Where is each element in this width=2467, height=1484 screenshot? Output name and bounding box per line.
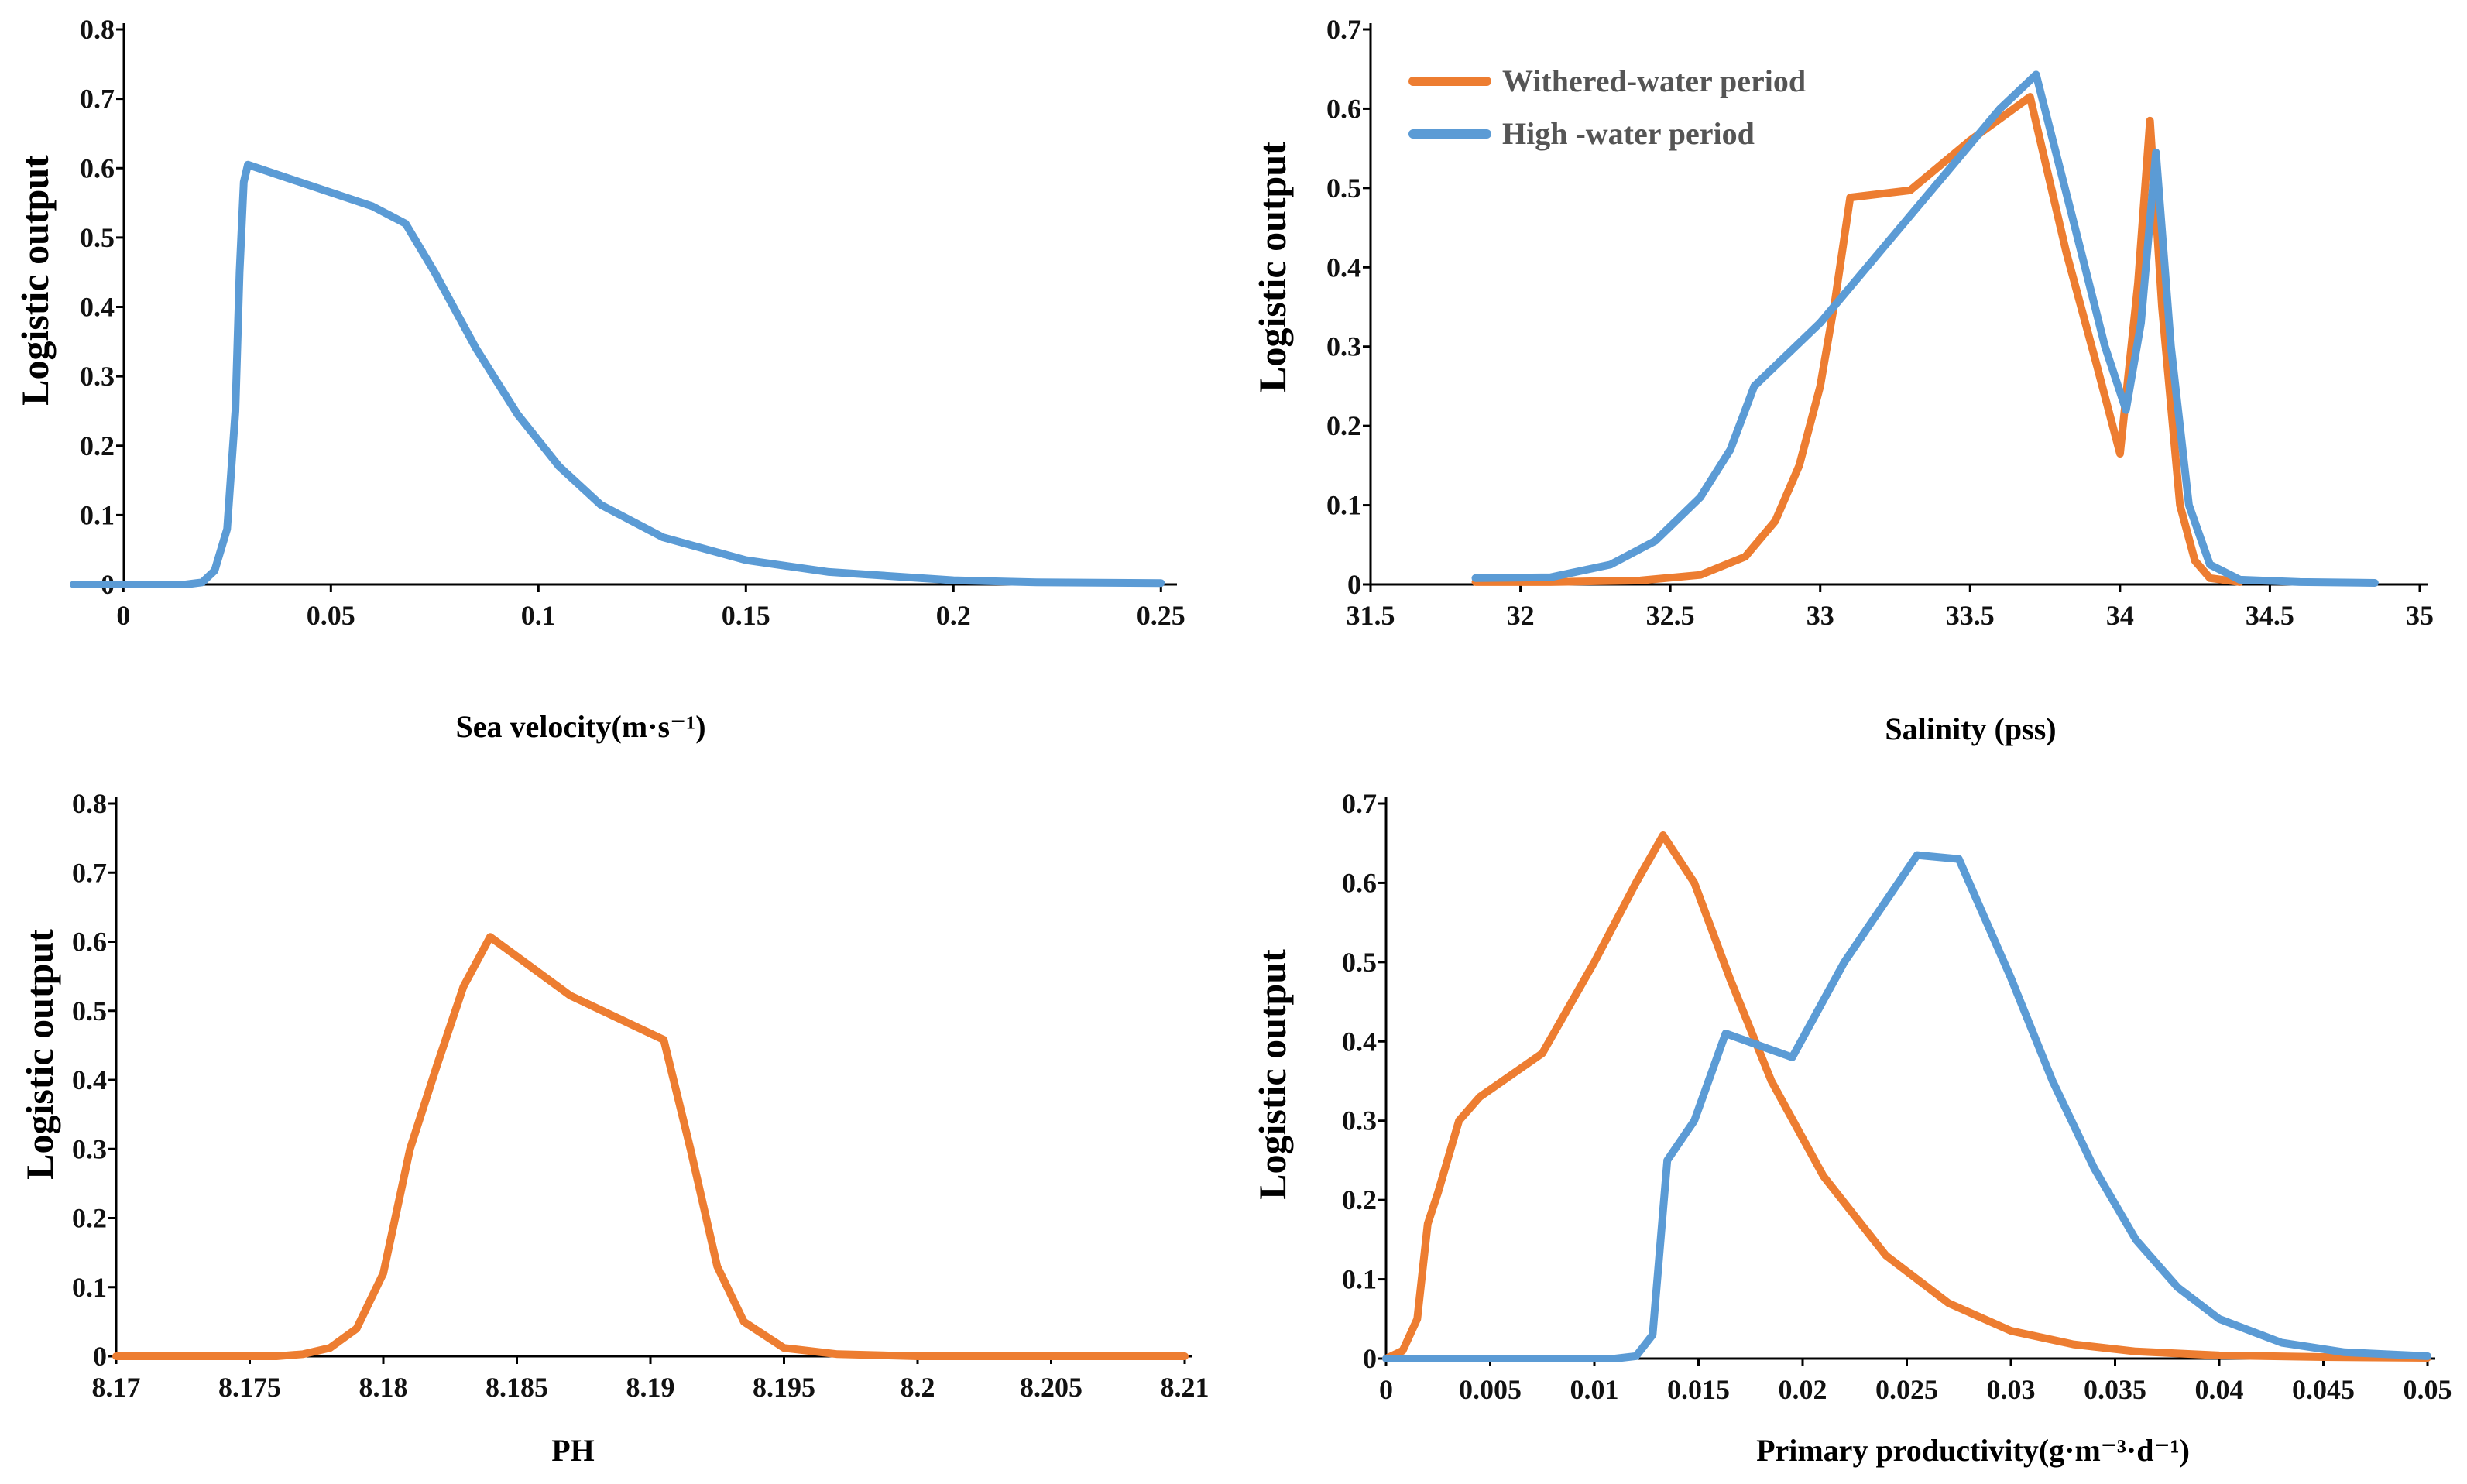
- x-tick-label: 0.1: [521, 600, 556, 631]
- x-tick-label: 8.185: [486, 1372, 548, 1403]
- y-tick-label: 0.2: [1342, 1184, 1377, 1215]
- x-tick-label: 0.25: [1137, 600, 1185, 631]
- x-tick-label: 35: [2406, 600, 2434, 631]
- y-tick-label: 0.4: [72, 1064, 107, 1095]
- y-tick-label: 0: [1363, 1343, 1377, 1374]
- x-axis-label: Sea velocity(m·s⁻¹): [455, 709, 705, 744]
- x-tick-label: 33: [1807, 600, 1834, 631]
- y-tick-label: 0.6: [1326, 93, 1361, 124]
- y-tick-label: 0.1: [72, 1272, 107, 1303]
- y-tick-label: 0.3: [1326, 331, 1361, 362]
- y-axis-label: Logistic output: [1251, 142, 1294, 392]
- x-tick-label: 31.5: [1347, 600, 1395, 631]
- y-tick-label: 0.7: [72, 857, 107, 888]
- y-tick-label: 0.7: [1326, 14, 1361, 45]
- y-tick-label: 0.3: [1342, 1105, 1377, 1136]
- legend: Withered-water period High -water period: [1408, 63, 1806, 151]
- y-tick-label: 0.5: [72, 996, 107, 1026]
- x-tick-label: 0.01: [1570, 1374, 1619, 1405]
- y-tick-label: 0.2: [80, 430, 115, 461]
- y-tick-label: 0: [93, 1341, 107, 1372]
- y-axis-label: Logistic output: [13, 155, 57, 406]
- y-tick-label: 0.7: [1342, 788, 1377, 819]
- series-line-withered-water-period: [1471, 93, 2244, 586]
- legend-entry: High -water period: [1502, 116, 1755, 151]
- x-tick-label: 32: [1507, 600, 1535, 631]
- x-tick-label: 8.175: [218, 1372, 281, 1403]
- x-tick-label: 8.17: [92, 1372, 141, 1403]
- x-tick-label: 0.005: [1459, 1374, 1522, 1405]
- y-tick-label: 0.4: [1342, 1026, 1377, 1057]
- y-tick-label: 0.8: [80, 14, 115, 45]
- y-tick-label: 0: [1347, 569, 1361, 600]
- x-tick-label: 32.5: [1646, 600, 1695, 631]
- panel-a-sea-velocity: 00.10.20.30.40.50.60.70.80 0.05 0.1 0.15 0.2…: [13, 14, 1185, 744]
- x-tick-label: 8.21: [1161, 1372, 1209, 1403]
- x-tick-label: 8.19: [626, 1372, 675, 1403]
- x-tick-label: 0.025: [1875, 1374, 1938, 1405]
- y-tick-label: 0.6: [1342, 867, 1377, 898]
- x-tick-label: 0.03: [1987, 1374, 2036, 1405]
- y-tick-label: 0.4: [1326, 252, 1361, 283]
- panel-b-salinity: 0 0.1 0.2 0.3 0.4 0.5 0.6 0.7 31.5 32 32.5 33 33.5 34…: [1251, 14, 2434, 746]
- x-tick-label: 8.2: [901, 1372, 935, 1403]
- y-tick-label: 0.3: [72, 1133, 107, 1164]
- x-tick-label: 8.18: [359, 1372, 408, 1403]
- x-tick-label: 33.5: [1946, 600, 1995, 631]
- y-axis-label: Logistic output: [1251, 949, 1294, 1200]
- y-tick-label: 0.8: [72, 788, 107, 819]
- x-tick-label: 0.05: [2404, 1374, 2452, 1405]
- panel-d-primary-productivity: 0 0.1 0.2 0.3 0.4 0.5 0.6 0.7 0 0.005 0.01 0.015 0.0…: [1251, 788, 2452, 1468]
- y-tick-label: 0.1: [1342, 1264, 1377, 1295]
- series-line-high-water-period: [70, 160, 1165, 588]
- x-tick-label: 0.15: [722, 600, 770, 631]
- x-tick-label: 0.015: [1667, 1374, 1730, 1405]
- y-tick-label: 0.1: [1326, 490, 1361, 521]
- series-line-withered-water-period: [112, 933, 1189, 1360]
- x-tick-label: 0: [1379, 1374, 1393, 1405]
- x-axis-label: PH: [551, 1433, 595, 1468]
- series-line-high-water-period: [1471, 70, 2379, 587]
- series-line-withered-water-period: [1382, 831, 2431, 1362]
- y-tick-label: 0.2: [72, 1203, 107, 1234]
- y-axis-label: Logistic output: [18, 929, 61, 1180]
- y-tick-label: 0.6: [72, 927, 107, 958]
- x-tick-label: 34.5: [2246, 600, 2294, 631]
- y-tick-label: 0.2: [1326, 410, 1361, 441]
- legend-entry: Withered-water period: [1502, 63, 1806, 98]
- x-axis-label: Primary productivity(g·m⁻³·d⁻¹): [1756, 1433, 2190, 1468]
- x-tick-label: 0.2: [936, 600, 971, 631]
- series-line-high-water-period: [1382, 851, 2431, 1362]
- x-tick-label: 0.05: [307, 600, 355, 631]
- y-tick-label: 0.5: [80, 222, 115, 253]
- panel-c-ph: 0 0.1 0.2 0.3 0.4 0.5 0.6 0.7 0.8 8.17 8.175 8.18 8.…: [18, 788, 1209, 1468]
- y-tick-label: 0.4: [80, 292, 115, 323]
- x-axis-label: Salinity (pss): [1885, 711, 2056, 746]
- x-tick-label: 0.045: [2292, 1374, 2355, 1405]
- x-tick-label: 8.195: [753, 1372, 815, 1403]
- x-tick-label: 0.02: [1779, 1374, 1827, 1405]
- x-tick-label: 0.035: [2084, 1374, 2146, 1405]
- x-tick-label: 0: [116, 600, 130, 631]
- y-tick-label: 0.3: [80, 361, 115, 392]
- y-tick-label: 0.5: [1326, 173, 1361, 204]
- y-tick-label: 0.1: [80, 499, 115, 530]
- x-tick-label: 34: [2106, 600, 2134, 631]
- y-tick-label: 0.7: [80, 84, 115, 115]
- x-tick-label: 8.205: [1020, 1372, 1083, 1403]
- x-tick-label: 0.04: [2195, 1374, 2244, 1405]
- y-tick-label: 0.5: [1342, 947, 1377, 978]
- y-tick-label: 0.6: [80, 153, 115, 183]
